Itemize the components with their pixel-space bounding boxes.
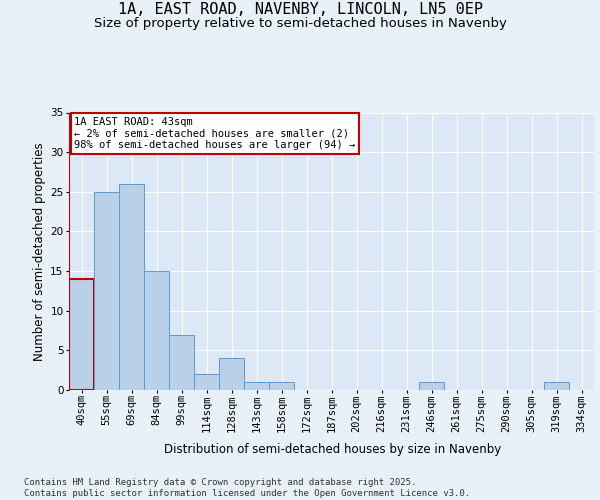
Bar [69,279,94,390]
Text: Distribution of semi-detached houses by size in Navenby: Distribution of semi-detached houses by … [164,442,502,456]
Bar [144,271,169,390]
Text: Contains HM Land Registry data © Crown copyright and database right 2025.
Contai: Contains HM Land Registry data © Crown c… [24,478,470,498]
Text: 1A EAST ROAD: 43sqm
← 2% of semi-detached houses are smaller (2)
98% of semi-det: 1A EAST ROAD: 43sqm ← 2% of semi-detache… [74,116,355,150]
Bar [419,382,444,390]
Bar [94,192,119,390]
Bar [169,334,194,390]
Bar [194,374,219,390]
Text: Size of property relative to semi-detached houses in Navenby: Size of property relative to semi-detach… [94,18,506,30]
Bar [219,358,244,390]
Bar [544,382,569,390]
Y-axis label: Number of semi-detached properties: Number of semi-detached properties [33,142,46,360]
Bar [244,382,269,390]
Text: 1A, EAST ROAD, NAVENBY, LINCOLN, LN5 0EP: 1A, EAST ROAD, NAVENBY, LINCOLN, LN5 0EP [118,2,482,18]
Bar [119,184,144,390]
Bar [269,382,294,390]
